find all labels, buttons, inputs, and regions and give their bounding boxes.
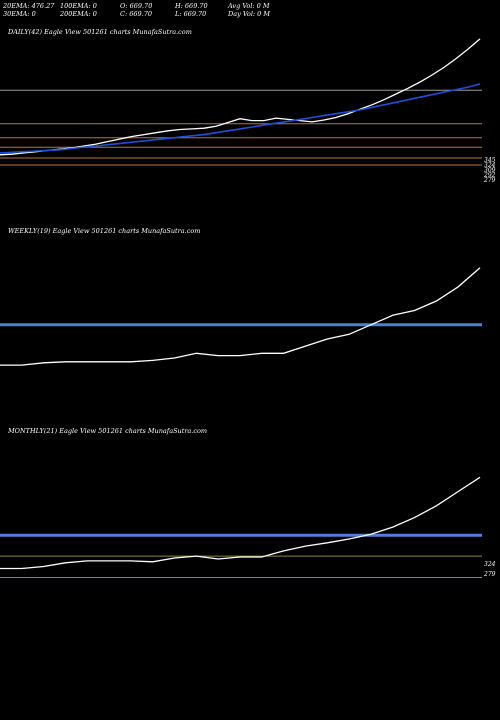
header-stat: H: 669.70 [174,2,208,10]
header-stat: 100EMA: 0 [60,2,97,10]
header-stat: 200EMA: 0 [59,10,97,18]
price-series-line [0,38,481,156]
chart-panels: DAILY(42) Eagle View 501261 charts Munaf… [0,28,496,578]
header-stat: O: 669.70 [120,2,152,10]
level-label: 279 [483,177,496,184]
header-stat: 30EMA: 0 [3,10,36,18]
level-label: 309 [484,167,496,174]
header-stat: C: 669.70 [120,10,152,18]
chart-panel: DAILY(42) Eagle View 501261 charts Munaf… [0,28,496,184]
chart-panel: MONTHLY(21) Eagle View 501261 charts Mun… [0,427,496,578]
indicator-header: 20EMA: 476.27 100EMA: 0 O: 669.70 H: 669.70… [2,2,270,18]
level-label: 292 [483,172,496,179]
header-stat: 20EMA: 476.27 [2,2,55,10]
header-stat: Avg Vol: 0 M [227,2,270,10]
price-series-line [0,267,481,366]
header-stat: L: 669.70 [174,10,206,18]
level-label: 324 [484,162,496,169]
header-stat: Day Vol: 0 M [227,10,270,18]
ema-series-line [0,83,481,154]
chart-title: MONTHLY(21) Eagle View 501261 charts Mun… [7,427,207,435]
chart-title: WEEKLY(19) Eagle View 501261 charts Muna… [8,227,200,235]
level-label: 324 [484,561,496,568]
level-label: 279 [483,571,496,578]
chart-panel: WEEKLY(19) Eagle View 501261 charts Muna… [0,227,482,366]
chart-title: DAILY(42) Eagle View 501261 charts Munaf… [7,28,192,36]
price-series-line [0,476,481,570]
level-label: 345 [484,157,496,164]
